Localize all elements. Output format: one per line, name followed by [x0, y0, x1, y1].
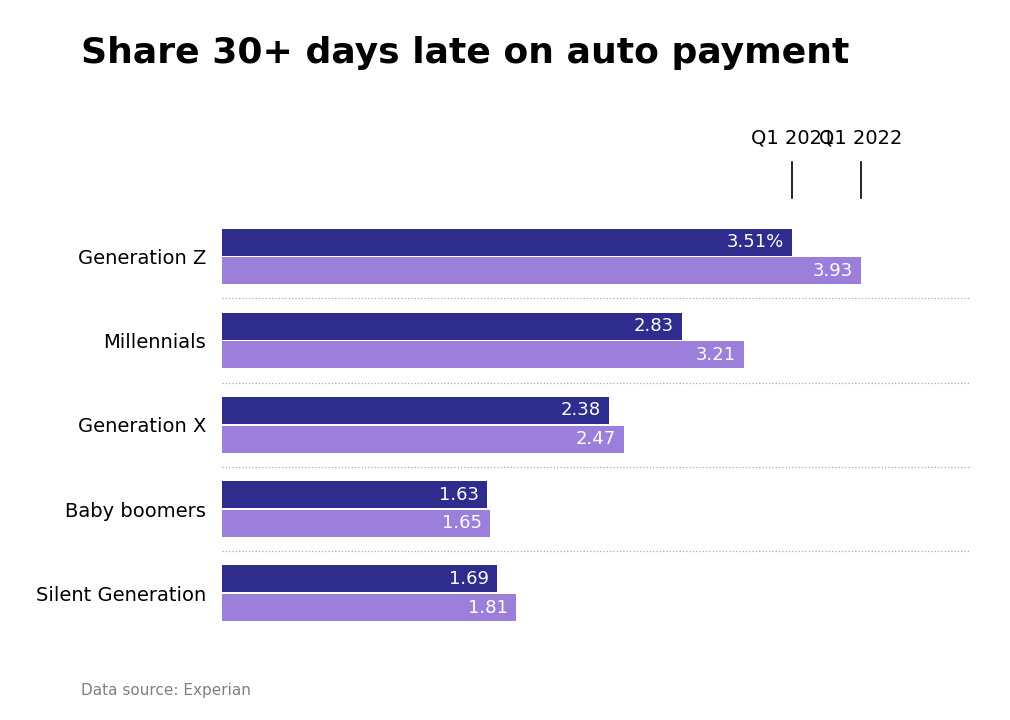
- Text: 2.83: 2.83: [633, 318, 674, 336]
- Bar: [222, 397, 609, 424]
- Text: Q1 2022: Q1 2022: [819, 129, 902, 148]
- Text: 3.93: 3.93: [812, 261, 852, 279]
- Text: 1.81: 1.81: [469, 598, 508, 616]
- Bar: [222, 341, 743, 369]
- Text: 3.21: 3.21: [696, 346, 735, 364]
- Bar: [222, 426, 623, 453]
- Text: 1.63: 1.63: [439, 486, 479, 504]
- Text: 2.47: 2.47: [575, 430, 615, 448]
- Bar: [222, 510, 490, 537]
- Text: Data source: Experian: Data source: Experian: [81, 683, 250, 698]
- Text: Share 30+ days late on auto payment: Share 30+ days late on auto payment: [81, 36, 849, 70]
- Text: 1.69: 1.69: [448, 570, 489, 588]
- Bar: [222, 481, 487, 508]
- Bar: [222, 312, 682, 340]
- Bar: [222, 594, 516, 621]
- Text: 2.38: 2.38: [561, 402, 601, 420]
- Bar: [222, 228, 793, 256]
- Text: 1.65: 1.65: [442, 514, 482, 532]
- Bar: [222, 565, 497, 593]
- Text: 3.51%: 3.51%: [727, 233, 785, 251]
- Bar: [222, 257, 861, 284]
- Text: Q1 2021: Q1 2021: [750, 129, 834, 148]
